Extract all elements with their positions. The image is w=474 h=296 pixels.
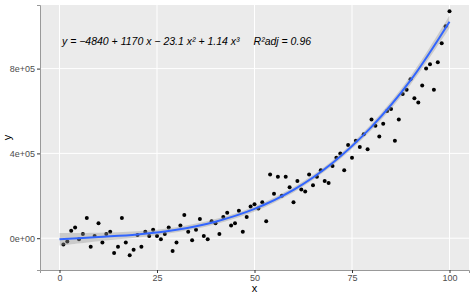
point bbox=[217, 232, 221, 236]
point bbox=[397, 117, 401, 121]
point bbox=[139, 245, 143, 249]
x-tick: 0 bbox=[57, 270, 62, 283]
y-axis-line bbox=[37, 6, 41, 271]
point bbox=[124, 240, 128, 244]
plot: 02550751000e+004e+058e+05 bbox=[10, 5, 470, 283]
point bbox=[272, 192, 276, 196]
point bbox=[420, 84, 424, 88]
point bbox=[233, 221, 237, 225]
point bbox=[229, 223, 233, 227]
point bbox=[245, 215, 249, 219]
point bbox=[381, 122, 385, 126]
y-tick-label: 8e+05 bbox=[10, 64, 35, 74]
y-tick-label: 0e+00 bbox=[10, 234, 35, 244]
point bbox=[416, 101, 420, 105]
point bbox=[69, 229, 73, 233]
x-tick-label: 100 bbox=[442, 273, 457, 283]
point bbox=[241, 230, 245, 234]
y-axis: 0e+00 4e+05 8e+05 bbox=[10, 6, 41, 271]
point bbox=[350, 156, 354, 160]
annotation: R²adj = 0.96 bbox=[254, 35, 312, 47]
fit-line bbox=[60, 22, 450, 240]
point bbox=[323, 179, 327, 183]
grid-line-y bbox=[40, 68, 469, 69]
point bbox=[311, 183, 315, 187]
point bbox=[432, 88, 436, 92]
point bbox=[303, 190, 307, 194]
point bbox=[190, 238, 194, 242]
point bbox=[288, 185, 292, 189]
point bbox=[424, 67, 428, 71]
grid-line-x bbox=[449, 5, 450, 270]
panel-background bbox=[40, 5, 469, 270]
point bbox=[97, 221, 101, 225]
point bbox=[202, 234, 206, 238]
point bbox=[253, 202, 257, 206]
x-tick-label: 75 bbox=[347, 273, 357, 283]
point bbox=[73, 226, 77, 230]
point bbox=[100, 240, 104, 244]
point bbox=[182, 213, 186, 217]
grid bbox=[40, 5, 469, 270]
point bbox=[448, 9, 452, 13]
x-tick: 75 bbox=[347, 270, 357, 283]
marks bbox=[60, 9, 452, 257]
y-tick-mark bbox=[37, 69, 40, 70]
grid-line-y bbox=[40, 153, 469, 154]
point bbox=[198, 217, 202, 221]
point bbox=[225, 211, 229, 215]
point bbox=[132, 248, 136, 252]
point bbox=[120, 216, 124, 220]
y-tick: 4e+05 bbox=[10, 149, 40, 159]
point bbox=[159, 237, 163, 241]
x-tick-label: 0 bbox=[57, 273, 62, 283]
grid-line-x bbox=[59, 5, 60, 270]
annotation: y = −4840 + 1170 x − 23.1 x² + 1.14 x³ bbox=[61, 35, 240, 47]
point bbox=[412, 96, 416, 100]
y-tick: 0e+00 bbox=[10, 234, 40, 244]
point bbox=[89, 245, 93, 249]
point bbox=[268, 173, 272, 177]
point bbox=[307, 173, 311, 177]
point bbox=[116, 245, 120, 249]
point bbox=[370, 117, 374, 121]
point bbox=[175, 240, 179, 244]
x-tick: 25 bbox=[152, 270, 162, 283]
y-tick: 8e+05 bbox=[10, 64, 40, 74]
y-tick-label: 4e+05 bbox=[10, 149, 35, 159]
point bbox=[342, 168, 346, 172]
point bbox=[292, 200, 296, 204]
point bbox=[366, 147, 370, 151]
grid-line-x bbox=[352, 5, 353, 270]
point bbox=[377, 134, 381, 138]
point bbox=[264, 219, 268, 223]
point bbox=[393, 139, 397, 143]
point bbox=[436, 60, 440, 64]
chart: 02550751000e+004e+058e+05xyy = −4840 + 1… bbox=[0, 0, 474, 296]
x-tick-label: 25 bbox=[152, 273, 162, 283]
y-tick-mark bbox=[37, 238, 40, 239]
point bbox=[428, 62, 432, 66]
x-axis-title: x bbox=[252, 282, 258, 294]
point bbox=[206, 237, 210, 241]
point bbox=[284, 175, 288, 179]
point bbox=[171, 249, 175, 253]
y-tick-mark bbox=[37, 153, 40, 154]
point bbox=[276, 175, 280, 179]
point bbox=[295, 179, 299, 183]
y-axis-title: y bbox=[1, 134, 13, 140]
confidence-band bbox=[60, 15, 450, 245]
point bbox=[327, 181, 331, 185]
point bbox=[128, 253, 132, 257]
point bbox=[358, 145, 362, 149]
point bbox=[112, 251, 116, 255]
point bbox=[85, 216, 89, 220]
x-tick: 100 bbox=[442, 270, 457, 283]
